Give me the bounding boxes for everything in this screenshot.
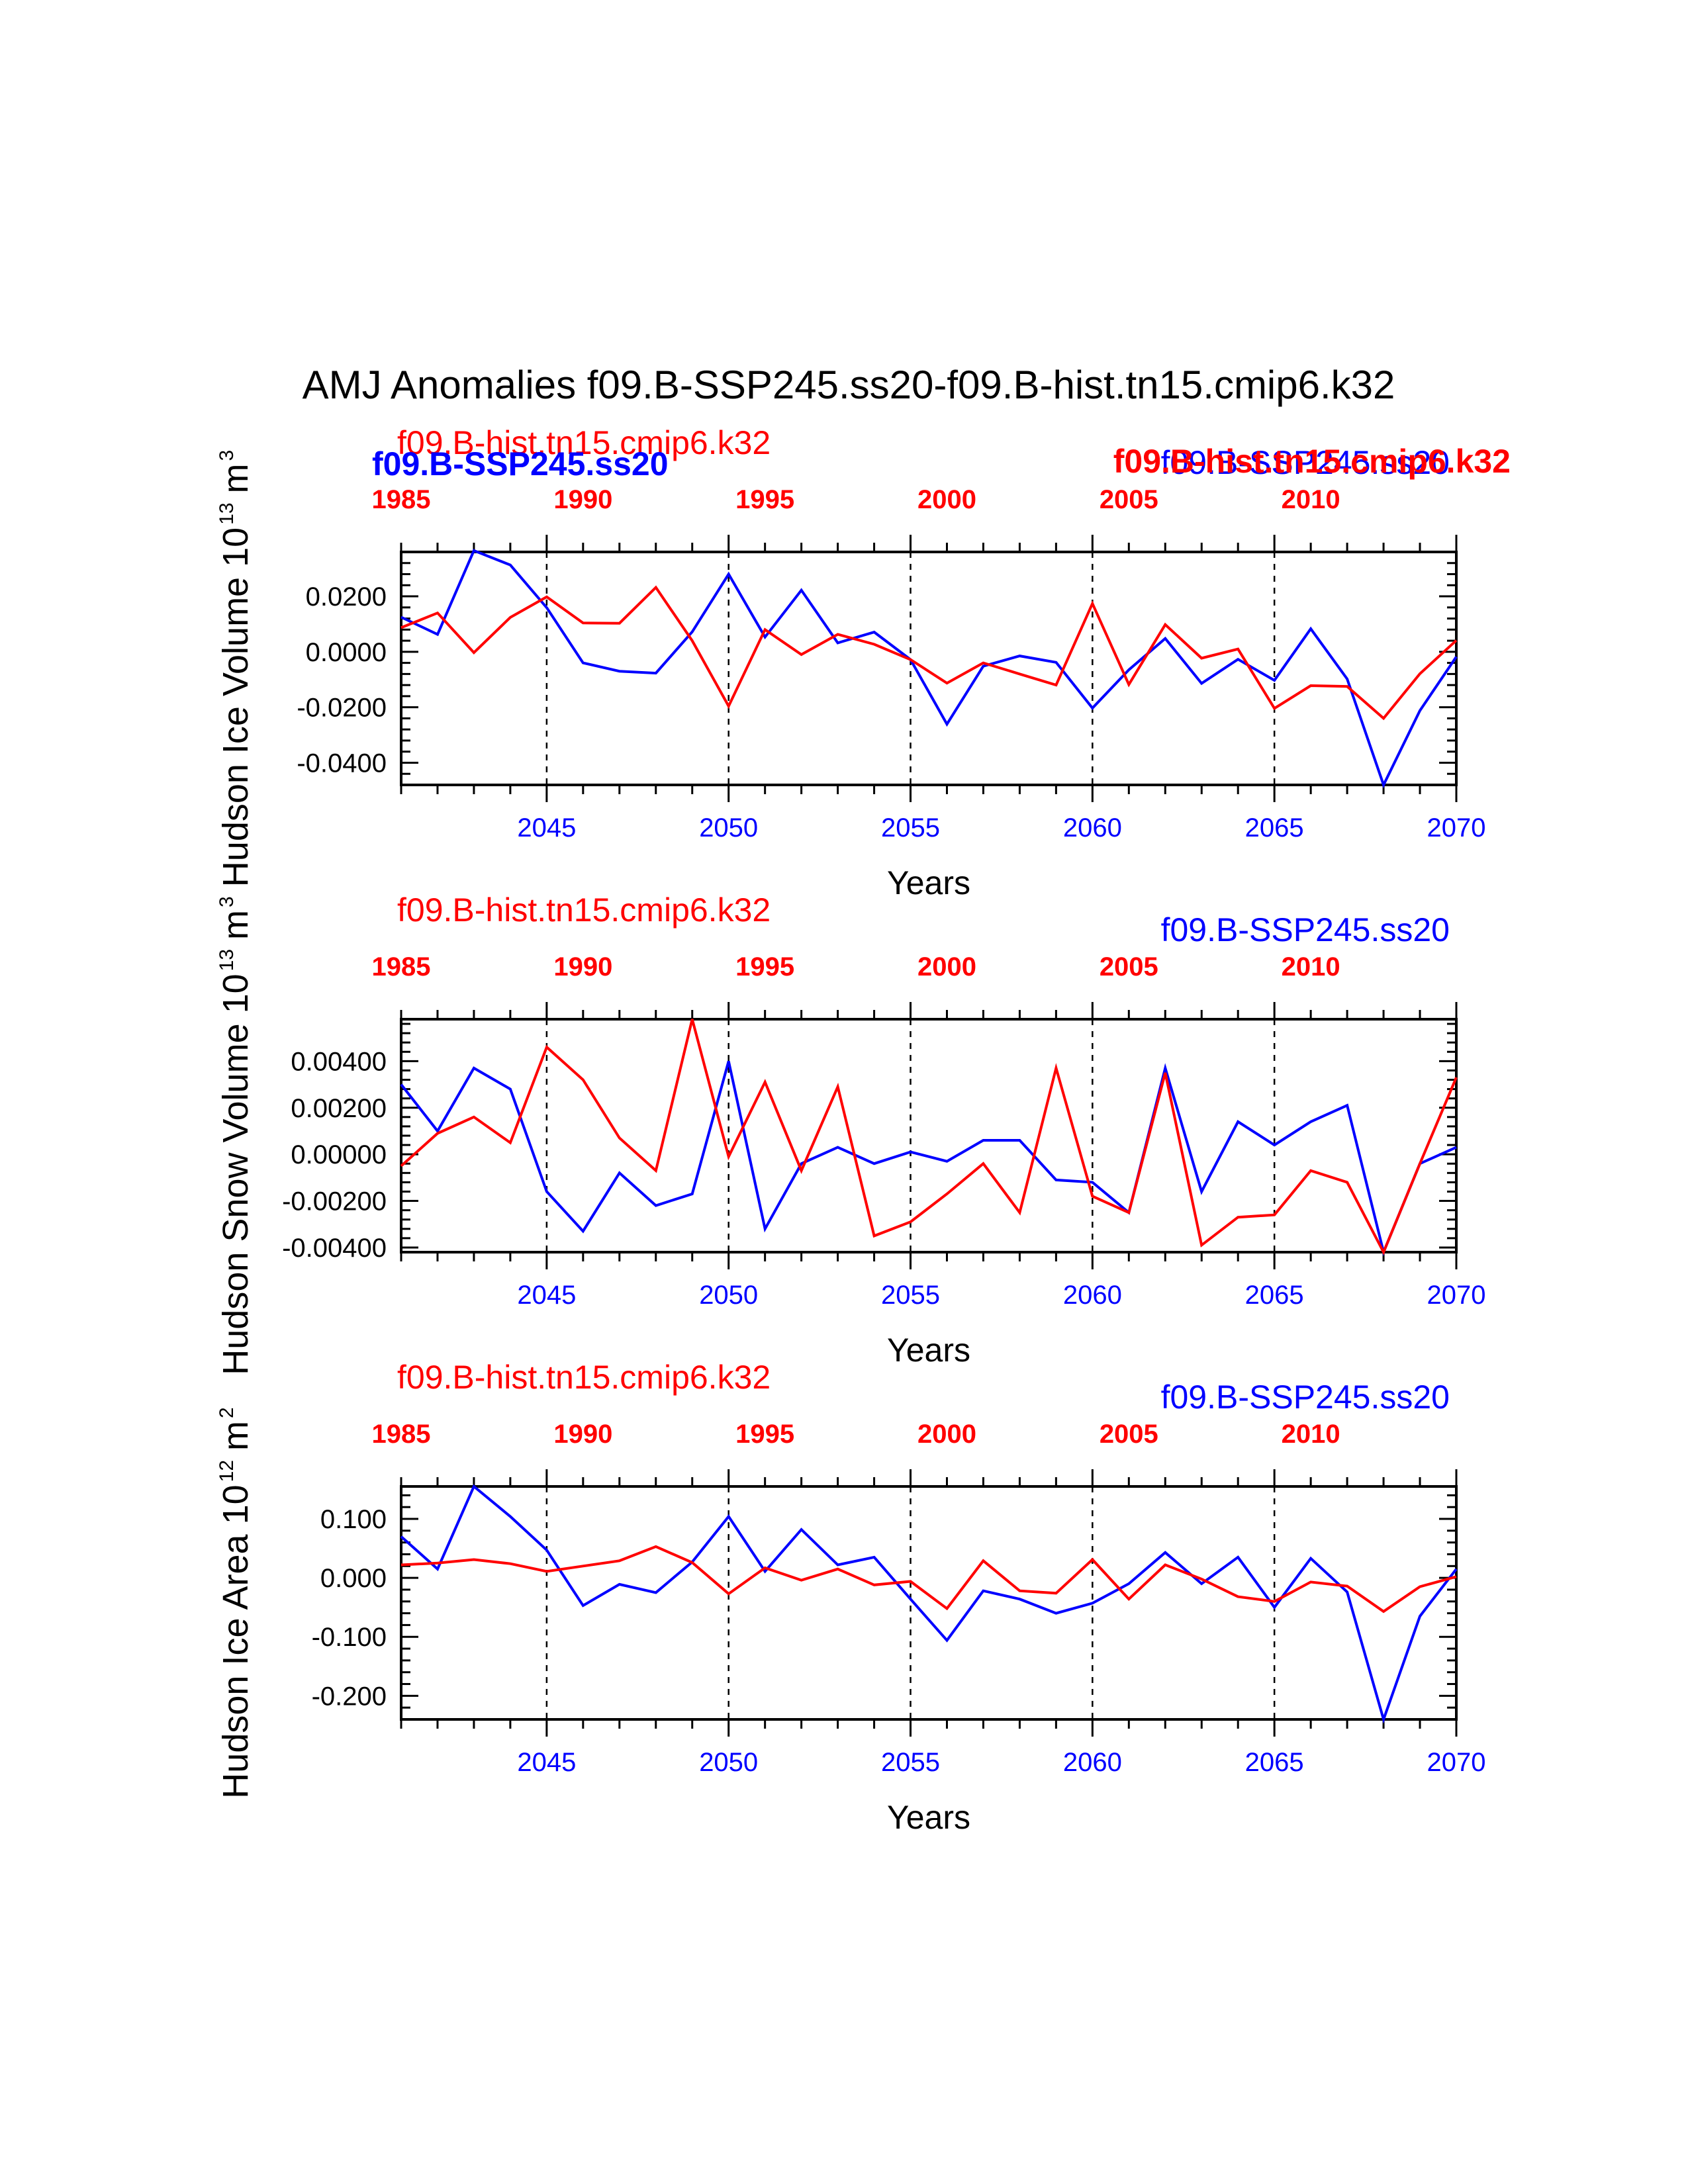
series-line-ssp — [400, 1060, 1457, 1257]
legend-hist: f09.B-hist.tn15.cmip6.k32 — [397, 424, 771, 461]
plot-frame — [400, 1485, 1458, 1721]
panel-1: 2045 2050 2055 2060 2065 2070 1985 1990 1995 2000… — [216, 424, 1511, 901]
y-axis-label: Hudson Ice Area 1012m2 — [216, 1407, 256, 1798]
figure-title: AMJ Anomalies f09.B-SSP245.ss20-f09.B-hi… — [303, 363, 1395, 407]
x-tick-label: 2060 — [1063, 1748, 1122, 1777]
top-x-tick-label: 1985 — [372, 1420, 431, 1449]
top-x-tick-label: 1995 — [735, 1420, 794, 1449]
legend-ssp: f09.B-SSP245.ss20 — [1161, 444, 1450, 481]
legend-ssp: f09.B-SSP245.ss20 — [1161, 911, 1450, 948]
x-axis-label: Years — [887, 1332, 970, 1369]
top-x-tick-label: 1995 — [735, 485, 794, 514]
y-tick-label: -0.0400 — [297, 749, 387, 778]
top-x-tick-label: 1990 — [553, 952, 612, 981]
plot-frame — [400, 1018, 1458, 1253]
series-line-hist — [400, 1019, 1458, 1255]
y-tick-label: -0.200 — [312, 1682, 387, 1711]
x-tick-label: 2060 — [1063, 813, 1122, 842]
x-tick-label: 2065 — [1245, 1281, 1304, 1310]
x-axis-label: Years — [887, 1799, 970, 1836]
panel-2: 2045 2050 2055 2060 2065 2070 1985 1990 1995 2000… — [216, 891, 1485, 1375]
x-tick-label: 2045 — [517, 1748, 576, 1777]
panel-3: 2045 2050 2055 2060 2065 2070 1985 1990 1995 2000… — [216, 1359, 1485, 1836]
y-tick-label: 0.000 — [320, 1564, 387, 1593]
y-tick-label: 0.0000 — [306, 638, 387, 667]
y-tick-label: -0.0200 — [297, 694, 387, 723]
x-tick-label: 2070 — [1427, 1281, 1486, 1310]
top-x-tick-label: 2005 — [1100, 952, 1158, 981]
overlay-ssp-label: f09.B-SSP245.ss20 — [372, 445, 669, 482]
x-tick-label: 2070 — [1427, 813, 1486, 842]
top-x-tick-label: 2005 — [1100, 1420, 1158, 1449]
x-tick-label: 2055 — [881, 813, 940, 842]
top-x-tick-label: 1990 — [553, 1420, 612, 1449]
x-axis-label: Years — [887, 864, 970, 901]
legend-hist: f09.B-hist.tn15.cmip6.k32 — [397, 1359, 771, 1396]
series-line-ssp — [400, 549, 1458, 789]
y-axis-label: Hudson Snow Volume 1013m3 — [216, 896, 256, 1375]
top-x-tick-label: 2000 — [917, 485, 976, 514]
top-x-tick-label: 1995 — [735, 952, 794, 981]
y-tick-label: 0.00400 — [291, 1047, 387, 1076]
series-line-hist — [400, 1545, 1457, 1614]
x-tick-label: 2060 — [1063, 1281, 1122, 1310]
y-axis-label: Hudson Ice Volume 1013m3 — [216, 450, 256, 887]
y-tick-label: 0.00200 — [291, 1094, 387, 1123]
y-tick-label: 0.100 — [320, 1505, 387, 1534]
top-x-tick-label: 2005 — [1100, 485, 1158, 514]
plot-frame — [400, 551, 1458, 786]
top-x-tick-label: 1985 — [372, 952, 431, 981]
series-line-ssp — [400, 1484, 1458, 1724]
y-tick-label: -0.00400 — [282, 1234, 387, 1263]
top-x-tick-label: 2010 — [1282, 485, 1340, 514]
top-x-tick-label: 2010 — [1282, 952, 1340, 981]
x-tick-label: 2050 — [699, 813, 758, 842]
series-line-hist — [400, 585, 1458, 721]
top-x-tick-label: 1990 — [553, 485, 612, 514]
x-tick-label: 2050 — [699, 1281, 758, 1310]
top-x-tick-label: 2000 — [917, 952, 976, 981]
y-tick-label: 0.00000 — [291, 1140, 387, 1169]
x-tick-label: 2050 — [699, 1748, 758, 1777]
legend-hist: f09.B-hist.tn15.cmip6.k32 — [397, 891, 771, 929]
x-tick-label: 2065 — [1245, 1748, 1304, 1777]
x-tick-label: 2065 — [1245, 813, 1304, 842]
top-x-tick-label: 2000 — [917, 1420, 976, 1449]
x-tick-label: 2045 — [517, 1281, 576, 1310]
y-tick-label: -0.00200 — [282, 1187, 387, 1216]
top-x-tick-label: 1985 — [372, 485, 431, 514]
x-tick-label: 2045 — [517, 813, 576, 842]
y-tick-label: -0.100 — [312, 1623, 387, 1652]
top-x-tick-label: 2010 — [1282, 1420, 1340, 1449]
legend-ssp: f09.B-SSP245.ss20 — [1161, 1379, 1450, 1416]
x-tick-label: 2070 — [1427, 1748, 1486, 1777]
x-tick-label: 2055 — [881, 1748, 940, 1777]
y-tick-label: 0.0200 — [306, 582, 387, 612]
overlay-hist-label: f09.B-hist.tn15.cmip6.k32 — [1113, 443, 1511, 480]
x-tick-label: 2055 — [881, 1281, 940, 1310]
